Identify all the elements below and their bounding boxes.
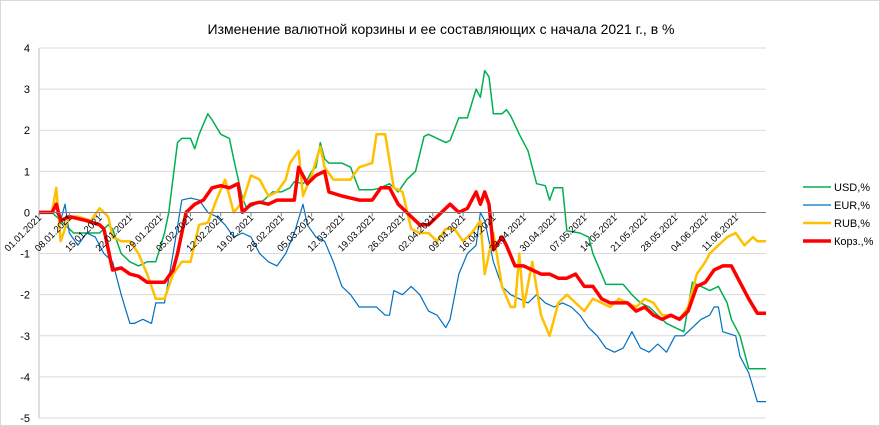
y-tick-label: -1 (20, 249, 30, 261)
legend-label-rub: RUB,% (834, 218, 870, 230)
legend-label-eur: EUR,% (834, 200, 870, 212)
x-axis-ticks: 01.01.202108.01.202115.01.202122.01.2021… (3, 212, 741, 254)
y-tick-label: 4 (24, 43, 30, 55)
y-tick-label: 0 (24, 207, 30, 219)
y-axis-ticks: 4 3 2 1 0 -1 -2 -3 -4 -5 (20, 43, 30, 425)
series-line-basket (39, 165, 766, 322)
y-tick-label: 2 (24, 125, 30, 137)
y-tick-label: -3 (20, 331, 30, 343)
legend-label-basket: Корз.,% (834, 236, 874, 248)
series-line-eur (39, 197, 766, 403)
legend-label-usd: USD,% (834, 182, 870, 194)
y-tick-label: 3 (24, 84, 30, 96)
legend: USD,% EUR,% RUB,% Корз.,% (803, 182, 874, 248)
y-tick-label: 1 (24, 166, 30, 178)
y-tick-label: -5 (20, 413, 30, 425)
chart-title: Изменение валютной корзины и ее составля… (208, 21, 675, 37)
series-line-usd (39, 69, 766, 370)
y-tick-label: -4 (20, 372, 30, 384)
y-tick-label: -2 (20, 290, 30, 302)
